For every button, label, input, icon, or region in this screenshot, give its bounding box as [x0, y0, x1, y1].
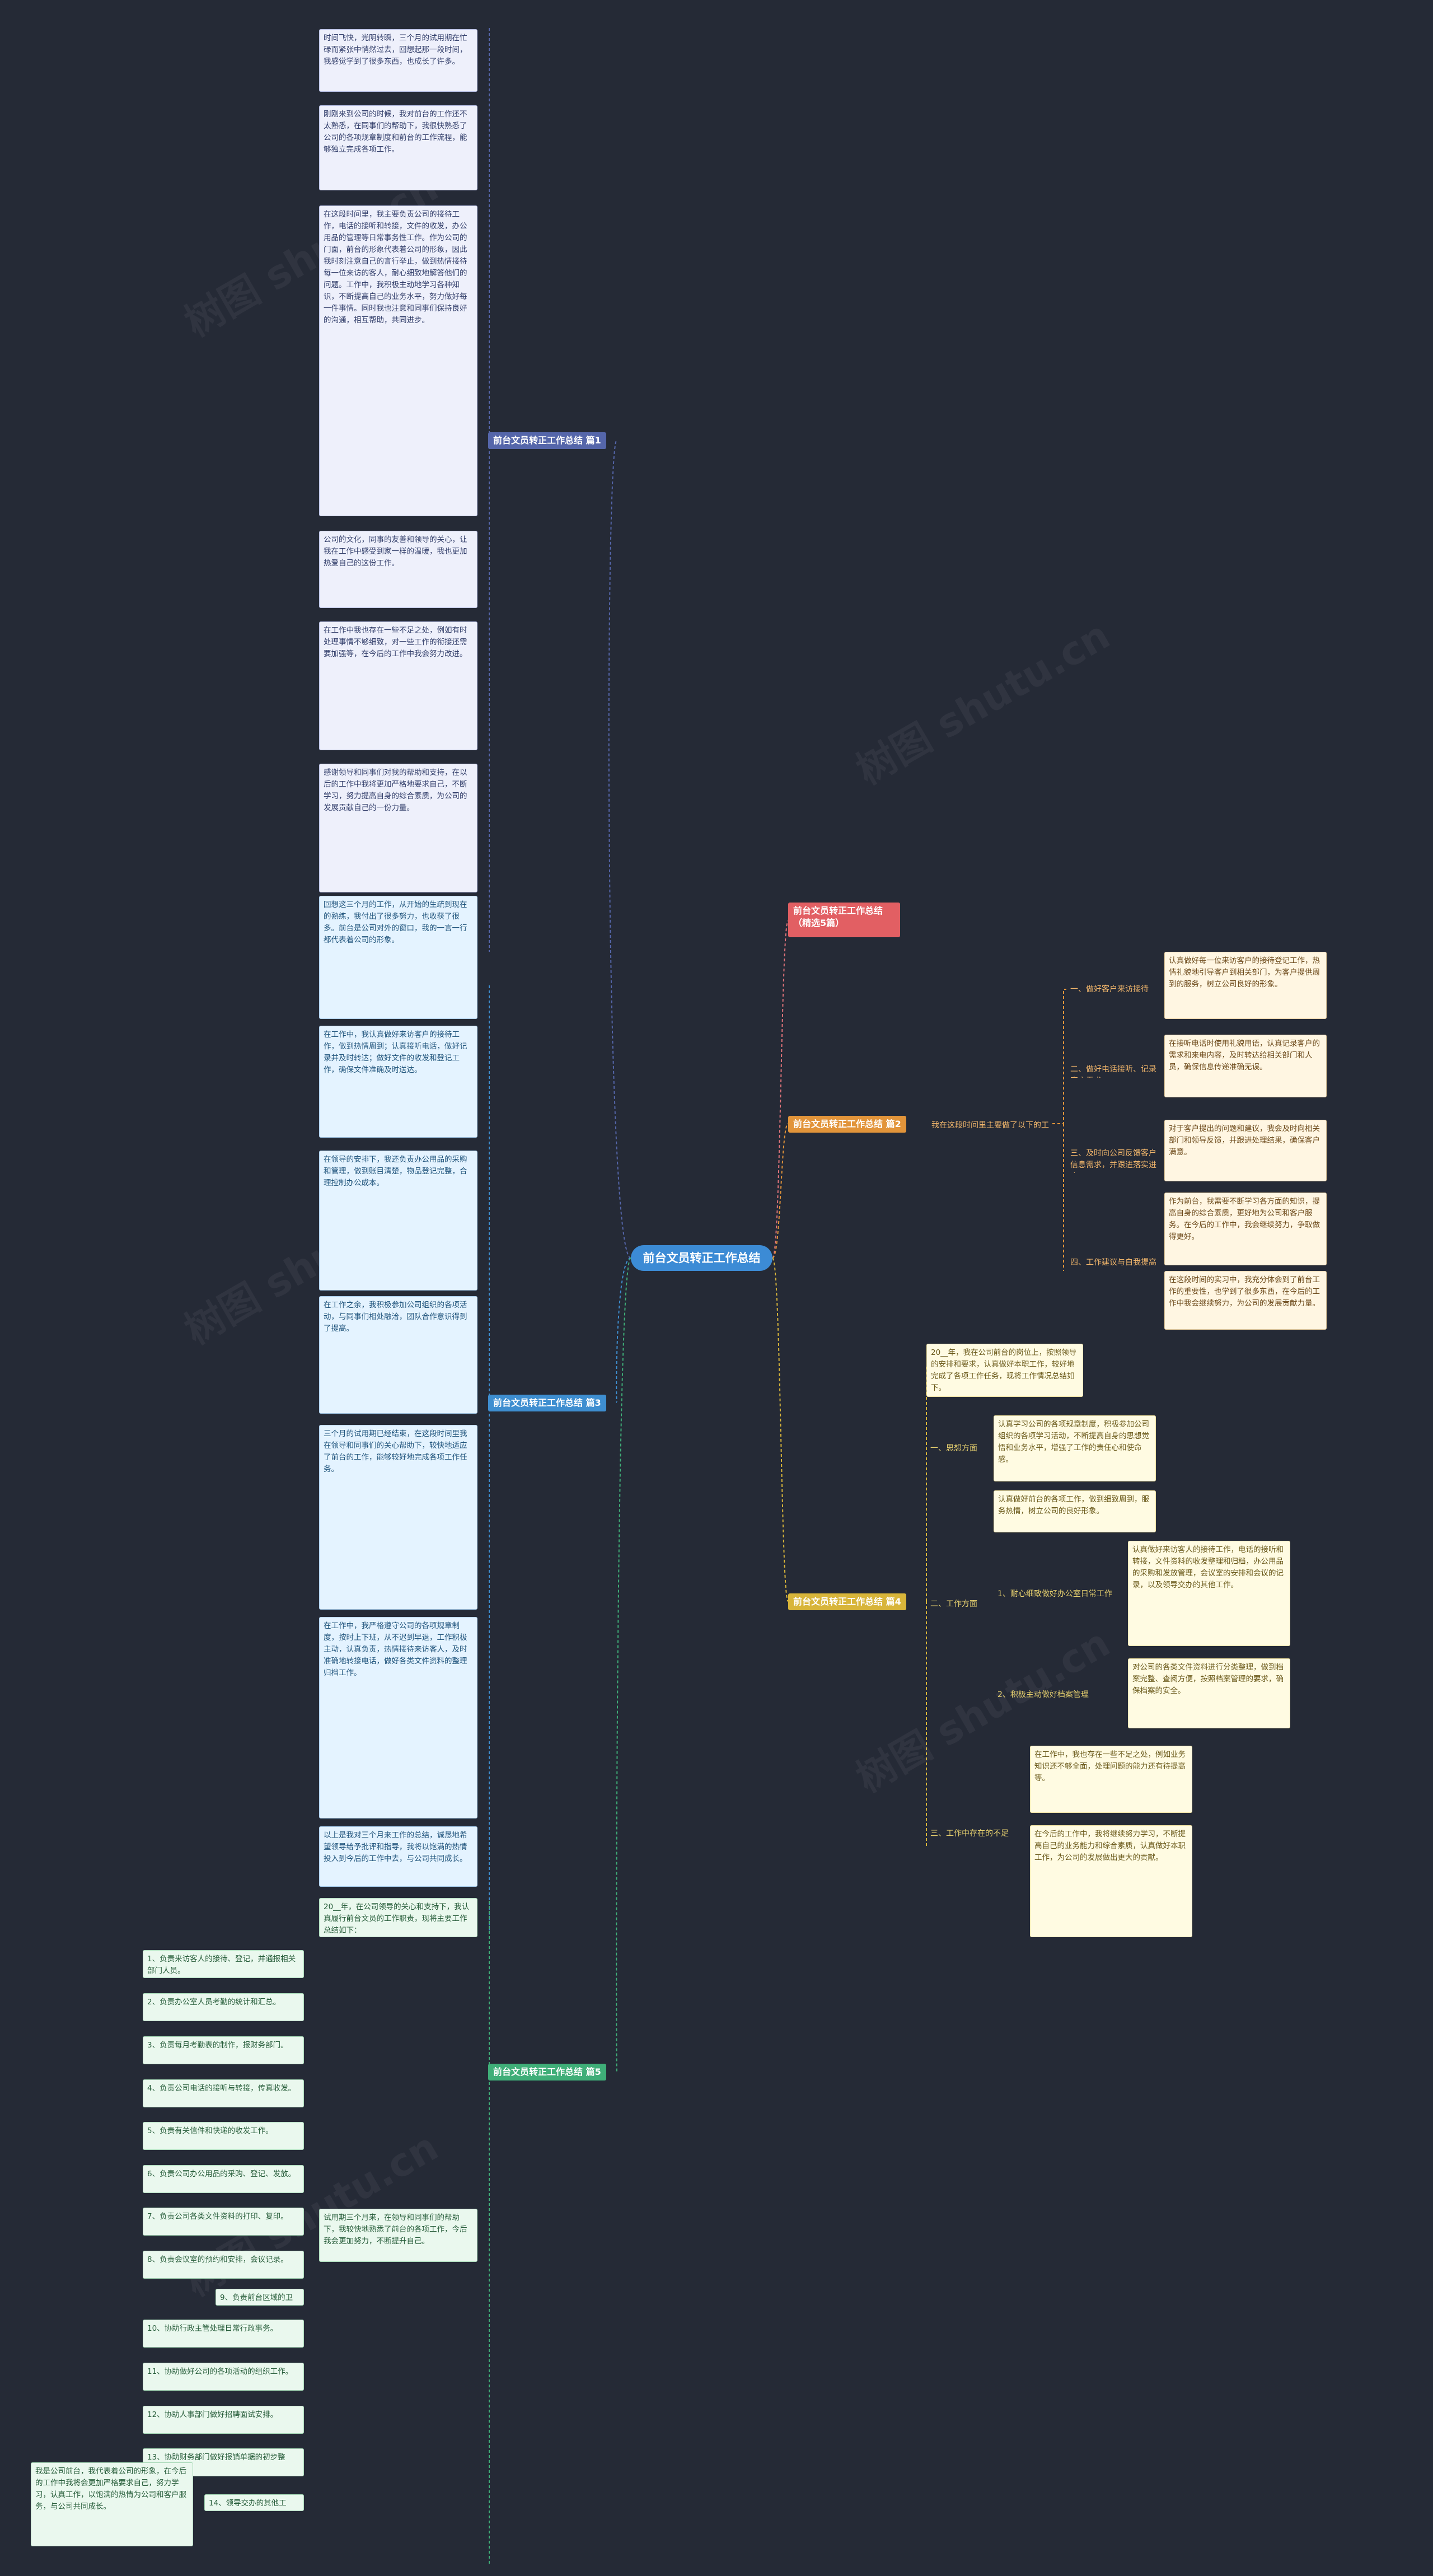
branch-title-2[interactable]: 前台文员转正工作总结 篇2: [788, 1116, 906, 1133]
b4-section-detail: 在工作中，我也存在一些不足之处，例如业务知识还不够全面，处理问题的能力还有待提高…: [1030, 1746, 1192, 1813]
b2-extra: 在这段时间的实习中，我充分体会到了前台工作的重要性，也学到了很多东西，在今后的工…: [1164, 1271, 1327, 1330]
duty-item: 10、协助行政主管处理日常行政事务。: [143, 2320, 304, 2348]
b1-paragraph: 在这段时间里，我主要负责公司的接待工作，电话的接听和转接，文件的收发，办公用品的…: [319, 205, 477, 516]
b2-item-detail: 认真做好每一位来访客户的接待登记工作，热情礼貌地引导客户到相关部门，为客户提供周…: [1164, 952, 1327, 1019]
b3-paragraph: 在工作之余，我积极参加公司组织的各项活动，与同事们相处融洽，团队合作意识得到了提…: [319, 1296, 477, 1414]
b3-paragraph: 在工作中，我认真做好来访客户的接待工作，做到热情周到；认真接听电话，做好记录并及…: [319, 1026, 477, 1138]
duty-item: 6、负责公司办公用品的采购、登记、发放。: [143, 2165, 304, 2193]
duty-item: 4、负责公司电话的接听与转接，传真收发。: [143, 2079, 304, 2107]
b3-paragraph: 以上是我对三个月来工作的总结，诚恳地希望领导给予批评和指导，我将以饱满的热情投入…: [319, 1826, 477, 1887]
b1-paragraph: 感谢领导和同事们对我的帮助和支持，在以后的工作中我将更加严格地要求自己，不断学习…: [319, 764, 477, 892]
b5-closing: 我是公司前台，我代表着公司的形象，在今后的工作中我将会更加严格要求自己，努力学习…: [31, 2462, 193, 2546]
branch-title-4[interactable]: 前台文员转正工作总结 篇4: [788, 1593, 906, 1610]
duty-item: 2、负责办公室人员考勤的统计和汇总。: [143, 1993, 304, 2021]
b2-intro: 我在这段时间里主要做了以下的工作：: [931, 1121, 1049, 1130]
b4-sub-label: 2、积极主动做好档案管理: [998, 1690, 1089, 1699]
b3-paragraph: 三个月的试用期已经结束，在这段时间里我在领导和同事们的关心帮助下，较快地适应了前…: [319, 1425, 477, 1610]
branch-title-5[interactable]: 前台文员转正工作总结 篇5: [488, 2064, 606, 2081]
duty-item: 14、领导交办的其他工作。: [204, 2494, 304, 2511]
branch-title-featured[interactable]: 前台文员转正工作总结（精选5篇）: [788, 903, 900, 937]
b3-paragraph: 回想这三个月的工作，从开始的生疏到现在的熟练，我付出了很多努力，也收获了很多。前…: [319, 896, 477, 1019]
duty-item: 12、协助人事部门做好招聘面试安排。: [143, 2406, 304, 2434]
b4-section-label: 三、工作中存在的不足: [930, 1829, 1009, 1838]
b3-paragraph: 在领导的安排下，我还负责办公用品的采购和管理，做到账目清楚，物品登记完整，合理控…: [319, 1151, 477, 1291]
b2-item-detail: 在接听电话时使用礼貌用语，认真记录客户的需求和来电内容，及时转达给相关部门和人员…: [1164, 1035, 1327, 1097]
duty-item: 11、协助做好公司的各项活动的组织工作。: [143, 2363, 304, 2391]
root-node[interactable]: 前台文员转正工作总结: [631, 1245, 772, 1271]
b1-paragraph: 在工作中我也存在一些不足之处，例如有时处理事情不够细致，对一些工作的衔接还需要加…: [319, 621, 477, 750]
b4-section-label: 二、工作方面: [930, 1600, 977, 1609]
b4-sub-detail: 对公司的各类文件资料进行分类整理，做到档案完整、查阅方便，按照档案管理的要求，确…: [1128, 1658, 1290, 1728]
b4-section-detail: 认真学习公司的各项规章制度，积极参加公司组织的各项学习活动，不断提高自身的思想觉…: [994, 1415, 1156, 1481]
duty-item: 1、负责来访客人的接待、登记，并通报相关部门人员。: [143, 1950, 304, 1978]
b2-item-detail: 对于客户提出的问题和建议，我会及时向相关部门和领导反馈，并跟进处理结果，确保客户…: [1164, 1120, 1327, 1181]
b4-section-label: 一、思想方面: [930, 1444, 977, 1453]
b4-sub-label: 1、耐心细致做好办公室日常工作: [998, 1589, 1112, 1598]
b1-paragraph: 时间飞快，光阴转瞬，三个月的试用期在忙碌而紧张中悄然过去，回想起那一段时间，我感…: [319, 29, 477, 92]
b1-paragraph: 刚刚来到公司的时候，我对前台的工作还不太熟悉，在同事们的帮助下，我很快熟悉了公司…: [319, 105, 477, 190]
b5-summary: 试用期三个月来，在领导和同事们的帮助下，我较快地熟悉了前台的各项工作，今后我会更…: [319, 2209, 477, 2262]
duty-item: 3、负责每月考勤表的制作，报财务部门。: [143, 2036, 304, 2064]
duty-item: 9、负责前台区域的卫生管理。: [216, 2289, 304, 2306]
b4-section-detail: 在今后的工作中，我将继续努力学习，不断提高自己的业务能力和综合素质，认真做好本职…: [1030, 1825, 1192, 1937]
b2-item-detail: 作为前台，我需要不断学习各方面的知识，提高自身的综合素质，更好地为公司和客户服务…: [1164, 1193, 1327, 1265]
b1-paragraph: 公司的文化，同事的友善和领导的关心，让我在工作中感受到家一样的温暖，我也更加热爱…: [319, 531, 477, 608]
duty-item: 5、负责有关信件和快递的收发工作。: [143, 2122, 304, 2150]
b5-intro: 20__年，在公司领导的关心和支持下，我认真履行前台文员的工作职责，现将主要工作…: [319, 1898, 477, 1937]
duty-item: 8、负责会议室的预约和安排，会议记录。: [143, 2251, 304, 2279]
branch-title-3[interactable]: 前台文员转正工作总结 篇3: [488, 1395, 606, 1411]
b4-intro: 20__年，我在公司前台的岗位上，按照领导的安排和要求，认真做好本职工作，较好地…: [926, 1344, 1083, 1397]
b2-item-label: 四、工作建议与自我提高: [1070, 1258, 1156, 1267]
b4-section-detail: 认真做好前台的各项工作，做到细致周到，服务热情，树立公司的良好形象。: [994, 1490, 1156, 1532]
b2-item-label: 三、及时向公司反馈客户信息需求，并跟进落实进度: [1070, 1149, 1156, 1173]
branch-title-1[interactable]: 前台文员转正工作总结 篇1: [488, 432, 606, 449]
duty-item: 7、负责公司各类文件资料的打印、复印。: [143, 2208, 304, 2236]
b3-paragraph: 在工作中，我严格遵守公司的各项规章制度，按时上下班，从不迟到早退，工作积极主动，…: [319, 1617, 477, 1818]
b2-item-label: 二、做好电话接听、记录客户需求: [1070, 1065, 1156, 1078]
b4-sub-detail: 认真做好来访客人的接待工作，电话的接听和转接，文件资料的收发整理和归档，办公用品…: [1128, 1541, 1290, 1646]
b2-item-label: 一、做好客户来访接待: [1070, 985, 1149, 994]
